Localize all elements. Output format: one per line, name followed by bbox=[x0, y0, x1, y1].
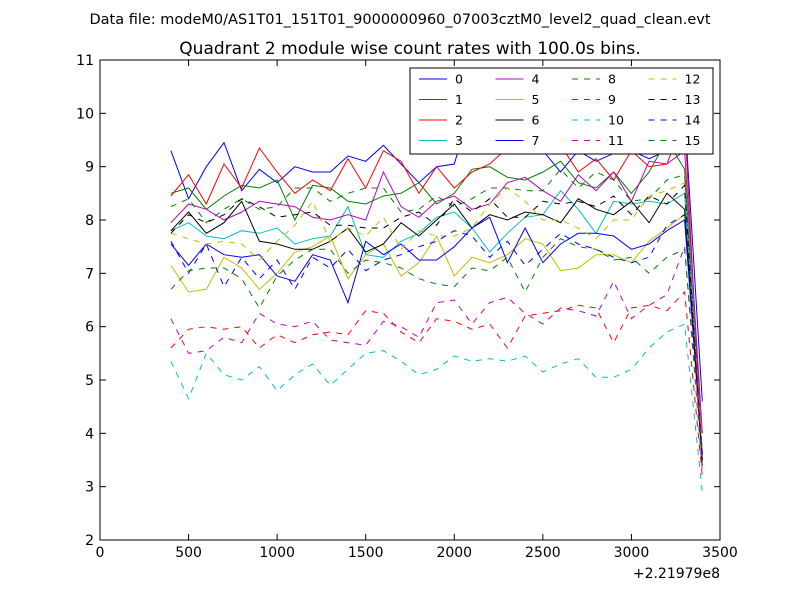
y-tick-label-10: 10 bbox=[76, 106, 94, 122]
y-tick-label-6: 6 bbox=[85, 320, 94, 336]
series-line-2 bbox=[171, 119, 702, 460]
legend-label-4: 4 bbox=[532, 72, 540, 87]
x-tick-label-1500: 1500 bbox=[348, 545, 384, 561]
x-tick-label-2500: 2500 bbox=[525, 545, 561, 561]
y-tick-label-7: 7 bbox=[85, 266, 94, 282]
x-tick-label-500: 500 bbox=[175, 545, 202, 561]
legend-label-2: 2 bbox=[455, 113, 463, 128]
y-tick-label-2: 2 bbox=[85, 533, 94, 549]
series-line-6 bbox=[171, 193, 702, 460]
legend-label-3: 3 bbox=[455, 133, 463, 148]
legend-label-1: 1 bbox=[455, 92, 463, 107]
legend-label-6: 6 bbox=[532, 113, 540, 128]
series-line-7 bbox=[171, 217, 702, 454]
legend-label-10: 10 bbox=[608, 113, 624, 128]
series-line-3 bbox=[171, 191, 702, 466]
plot-series-group bbox=[171, 103, 702, 492]
y-tick-label-8: 8 bbox=[85, 213, 94, 229]
chart-title: Quadrant 2 module wise count rates with … bbox=[179, 39, 640, 59]
legend-label-9: 9 bbox=[608, 92, 616, 107]
legend-label-7: 7 bbox=[532, 133, 540, 148]
y-tick-label-5: 5 bbox=[85, 373, 94, 389]
series-line-9 bbox=[171, 292, 702, 476]
series-line-4 bbox=[171, 151, 702, 434]
x-offset-label: +2.21979e8 bbox=[633, 566, 720, 582]
x-tick-label-3500: 3500 bbox=[702, 545, 738, 561]
series-line-15 bbox=[171, 239, 702, 450]
legend-label-5: 5 bbox=[532, 92, 540, 107]
legend-label-15: 15 bbox=[685, 133, 701, 148]
x-tick-label-3000: 3000 bbox=[614, 545, 650, 561]
series-line-10 bbox=[171, 324, 702, 492]
series-line-14 bbox=[171, 215, 702, 455]
legend-label-8: 8 bbox=[608, 72, 616, 87]
y-tick-label-3: 3 bbox=[85, 480, 94, 496]
x-tick-label-1000: 1000 bbox=[259, 545, 295, 561]
legend-label-14: 14 bbox=[685, 113, 701, 128]
x-tick-label-0: 0 bbox=[96, 545, 105, 561]
series-line-8 bbox=[171, 169, 702, 465]
legend-label-11: 11 bbox=[608, 133, 624, 148]
legend-label-12: 12 bbox=[685, 72, 701, 87]
legend-label-0: 0 bbox=[455, 72, 463, 87]
x-tick-label-2000: 2000 bbox=[436, 545, 472, 561]
y-tick-label-11: 11 bbox=[76, 53, 94, 69]
figure-suptitle: Data file: modeM0/AS1T01_151T01_90000009… bbox=[89, 12, 710, 28]
y-tick-label-9: 9 bbox=[85, 160, 94, 176]
series-line-11 bbox=[171, 247, 702, 471]
legend-label-13: 13 bbox=[685, 92, 701, 107]
y-tick-label-4: 4 bbox=[85, 426, 94, 442]
